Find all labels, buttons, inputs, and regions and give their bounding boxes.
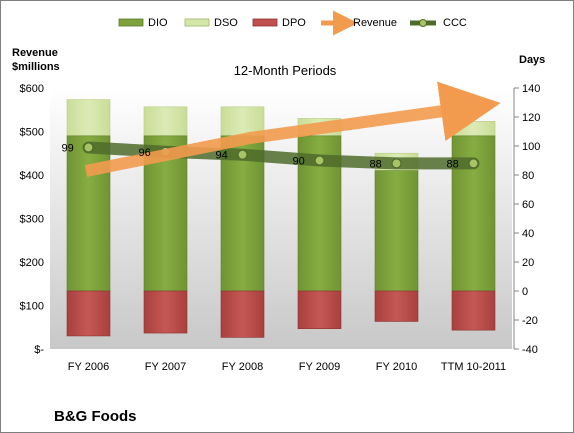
right-tick-label-8: 120 [522, 112, 540, 124]
right-tick-label-9: 140 [522, 83, 540, 95]
x-tick-label-0: FY 2006 [68, 361, 109, 373]
left-tick-label-6: $600 [20, 83, 44, 95]
plot-area [50, 88, 512, 349]
legend-swatch-dio [118, 18, 144, 27]
bar-dio-4 [374, 170, 419, 292]
ccc-point-4 [391, 158, 402, 169]
revenue-arrow [84, 81, 501, 177]
left-tick-label-5: $500 [20, 127, 44, 139]
x-tick-label-3: FY 2009 [299, 361, 340, 373]
right-tick-label-4: 40 [522, 228, 534, 240]
right-axis: -40 -20 0 20 40 60 80 100 120 140 [513, 83, 540, 356]
ccc-data-label-1: 96 [139, 147, 151, 159]
legend-label-dso: DSO [214, 17, 238, 29]
ccc-point-5 [468, 158, 479, 169]
left-axis-label-line1: Revenue [12, 47, 58, 59]
legend-swatch-dpo [252, 18, 278, 27]
right-tick-label-1: -20 [522, 315, 538, 327]
left-axis: $- $100 $200 $300 $400 $500 $600 [20, 83, 45, 356]
right-tick-label-6: 80 [522, 170, 534, 182]
company-name: B&G Foods [54, 408, 137, 425]
right-tick-label-7: 100 [522, 141, 540, 153]
left-tick-label-0: $- [34, 344, 44, 356]
bar-dso-0 [66, 99, 111, 137]
bar-dio-0 [66, 135, 111, 292]
left-tick-label-4: $400 [20, 170, 44, 182]
legend-label-dpo: DPO [282, 17, 306, 29]
legend-label-ccc: CCC [443, 17, 467, 29]
x-tick-label-2: FY 2008 [222, 361, 263, 373]
ccc-data-label-2: 94 [216, 150, 228, 162]
right-tick-label-5: 60 [522, 199, 534, 211]
legend-swatch-ccc-marker [419, 19, 427, 27]
bar-dpo-3 [297, 290, 342, 330]
ccc-labels: 99 96 94 90 88 88 [62, 142, 459, 170]
x-axis: FY 2006 FY 2007 FY 2008 FY 2009 FY 2010 TTM 1… [68, 361, 506, 373]
legend-swatch-dso [184, 18, 210, 27]
right-tick-label-2: 0 [522, 286, 528, 298]
bar-dpo-0 [66, 290, 111, 337]
ccc-data-label-3: 90 [293, 156, 305, 168]
legend: DIO DSO DPO Revenue CCC [118, 10, 467, 36]
legend-label-dio: DIO [148, 17, 168, 29]
bar-dpo-2 [220, 290, 265, 338]
left-tick-label-1: $100 [20, 301, 44, 313]
left-tick-label-3: $300 [20, 214, 44, 226]
left-axis-label-line2: $millions [12, 61, 60, 73]
chart-title: 12-Month Periods [234, 63, 337, 78]
right-tick-label-0: -40 [522, 344, 538, 356]
bar-dso-5 [451, 121, 496, 137]
ccc-point-2 [237, 149, 248, 160]
bar-dpo-4 [374, 290, 419, 322]
bar-dpo-5 [451, 290, 496, 331]
ccc-data-label-4: 88 [370, 158, 382, 170]
legend-label-revenue: Revenue [353, 17, 397, 29]
ccc-point-0 [83, 142, 94, 153]
bar-dso-1 [143, 106, 188, 137]
ccc-data-label-0: 99 [62, 142, 74, 154]
bar-dpo-1 [143, 290, 188, 334]
left-tick-label-2: $200 [20, 257, 44, 269]
ccc-point-3 [314, 155, 325, 166]
x-tick-label-4: FY 2010 [376, 361, 417, 373]
ccc-data-label-5: 88 [447, 158, 459, 170]
x-tick-label-1: FY 2007 [145, 361, 186, 373]
x-tick-label-5: TTM 10-2011 [441, 361, 506, 373]
ccc-line [82, 141, 480, 170]
right-tick-label-3: 20 [522, 257, 534, 269]
right-axis-label: Days [519, 54, 545, 66]
